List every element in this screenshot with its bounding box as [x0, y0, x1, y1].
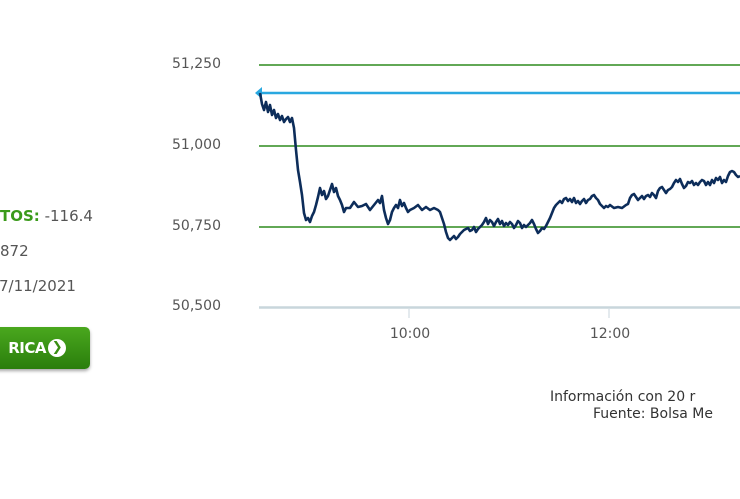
date-value: 7/11/2021 — [0, 277, 76, 295]
points-change: TOS: -116.4 — [0, 207, 93, 225]
source-note: Fuente: Bolsa Me — [593, 406, 713, 422]
historic-button-label: RICA — [8, 339, 46, 357]
y-tick-51250: 51,250 — [172, 56, 221, 72]
delay-note: Información con 20 r — [550, 389, 696, 405]
y-tick-50500: 50,500 — [172, 298, 221, 314]
volume-value: 872 — [0, 242, 29, 260]
y-tick-51000: 51,000 — [172, 137, 221, 153]
price-series-line — [258, 92, 740, 242]
x-tick-1000: 10:00 — [389, 326, 431, 342]
y-tick-50750: 50,750 — [172, 218, 221, 234]
historic-button[interactable]: RICA ❯ — [0, 327, 90, 369]
points-label: TOS: — [0, 207, 40, 225]
chevron-right-icon: ❯ — [48, 339, 66, 357]
x-tick-1200: 12:00 — [589, 326, 631, 342]
points-value: -116.4 — [44, 207, 93, 225]
